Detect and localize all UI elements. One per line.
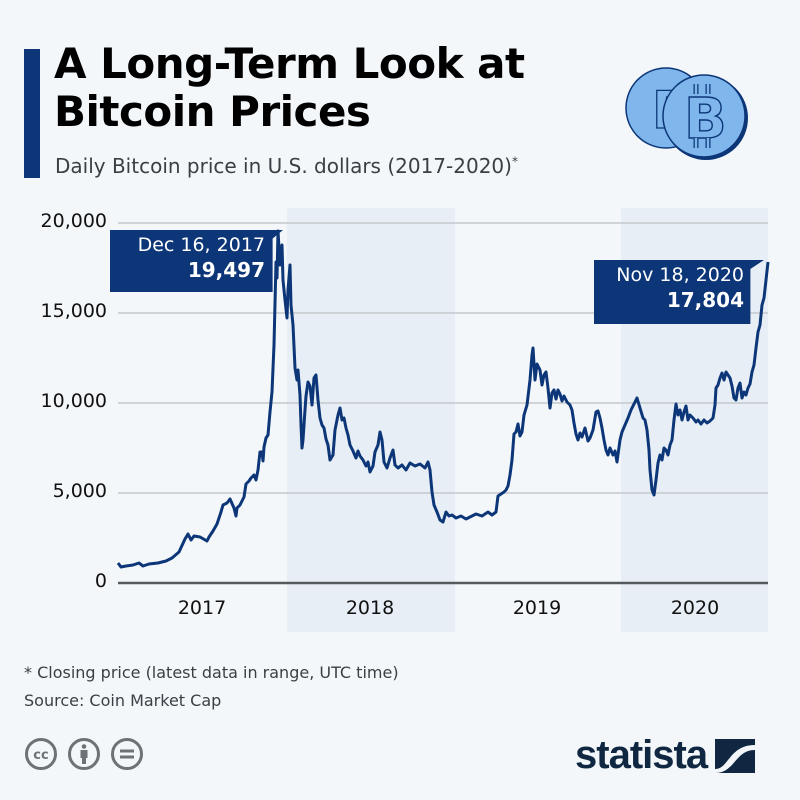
x-tick-2017: 2017 (177, 597, 227, 619)
chart-subtitle: Daily Bitcoin price in U.S. dollars (201… (55, 154, 518, 178)
title-accent-bar (24, 49, 40, 178)
y-tick-0: 0 (94, 570, 107, 592)
peak-value: 19,497 (187, 258, 265, 282)
y-tick-10000: 10,000 (40, 390, 107, 412)
bitcoin-coins-icon: B B (618, 60, 768, 174)
subtitle-footnote-mark: * (511, 154, 518, 169)
chart-title: A Long-Term Look at Bitcoin Prices (54, 39, 525, 136)
statista-wordmark: statista (575, 733, 708, 777)
price-line (116, 229, 770, 569)
closing-price-note: * Closing price (latest data in range, U… (24, 663, 399, 682)
y-tick-15000: 15,000 (40, 300, 107, 322)
peak-callout: Dec 16, 2017 19,497 (110, 230, 283, 292)
svg-text:B: B (684, 87, 727, 152)
attribution-icon[interactable] (67, 737, 101, 771)
peak-date: Dec 16, 2017 (137, 234, 265, 256)
footnotes: * Closing price (latest data in range, U… (24, 659, 399, 715)
license-icons: cc (24, 737, 144, 771)
y-tick-20000: 20,000 (40, 210, 107, 232)
gridlines (118, 222, 768, 494)
y-tick-5000: 5,000 (52, 480, 107, 502)
statista-logo-icon (715, 738, 756, 773)
svg-text:cc: cc (33, 748, 48, 763)
source-note: Source: Coin Market Cap (24, 691, 222, 710)
no-derivatives-icon[interactable] (110, 737, 144, 771)
latest-date: Nov 18, 2020 (616, 264, 744, 286)
statista-logo[interactable]: statista (575, 733, 756, 778)
x-tick-2020: 2020 (670, 597, 720, 619)
year-band-2018 (287, 208, 455, 632)
latest-value: 17,804 (666, 288, 744, 312)
x-tick-2018: 2018 (345, 597, 395, 619)
cc-icon[interactable]: cc (24, 737, 58, 771)
latest-callout: Nov 18, 2020 17,804 (594, 260, 764, 324)
subtitle-text: Daily Bitcoin price in U.S. dollars (201… (55, 154, 512, 178)
x-tick-2019: 2019 (512, 597, 562, 619)
